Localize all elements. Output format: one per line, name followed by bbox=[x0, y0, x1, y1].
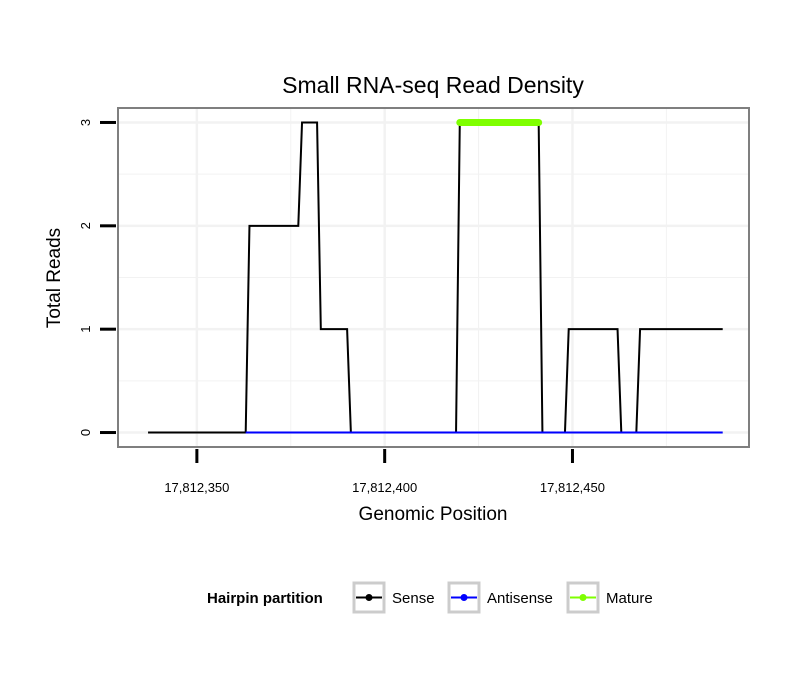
legend-item-sense: Sense bbox=[352, 581, 435, 614]
y-tick-label: 3 bbox=[78, 119, 93, 126]
legend-item-mature: Mature bbox=[566, 581, 653, 614]
legend-item-antisense: Antisense bbox=[447, 581, 553, 614]
legend-label-sense: Sense bbox=[392, 590, 435, 607]
x-axis: 17,812,350 17,812,400 17,812,450 bbox=[164, 449, 605, 495]
x-tick-label: 17,812,350 bbox=[164, 480, 229, 495]
y-tick-label: 2 bbox=[78, 222, 93, 229]
grid bbox=[118, 108, 749, 447]
y-tick-label: 1 bbox=[78, 326, 93, 333]
legend: Hairpin partition Sense Antisense Mature bbox=[207, 581, 653, 614]
y-tick-label: 0 bbox=[78, 429, 93, 436]
x-tick-label: 17,812,400 bbox=[352, 480, 417, 495]
legend-label-mature: Mature bbox=[606, 590, 653, 607]
x-axis-title: Genomic Position bbox=[359, 504, 508, 525]
y-axis-title: Total Reads bbox=[44, 228, 65, 328]
chart-title: Small RNA-seq Read Density bbox=[282, 72, 584, 98]
legend-title: Hairpin partition bbox=[207, 590, 323, 607]
series-lines bbox=[148, 118, 723, 434]
series-line-sense bbox=[148, 121, 723, 434]
panel-border bbox=[117, 107, 750, 448]
y-axis: 0 1 2 3 bbox=[78, 119, 116, 436]
legend-label-antisense: Antisense bbox=[487, 590, 553, 607]
x-tick-label: 17,812,450 bbox=[540, 480, 605, 495]
